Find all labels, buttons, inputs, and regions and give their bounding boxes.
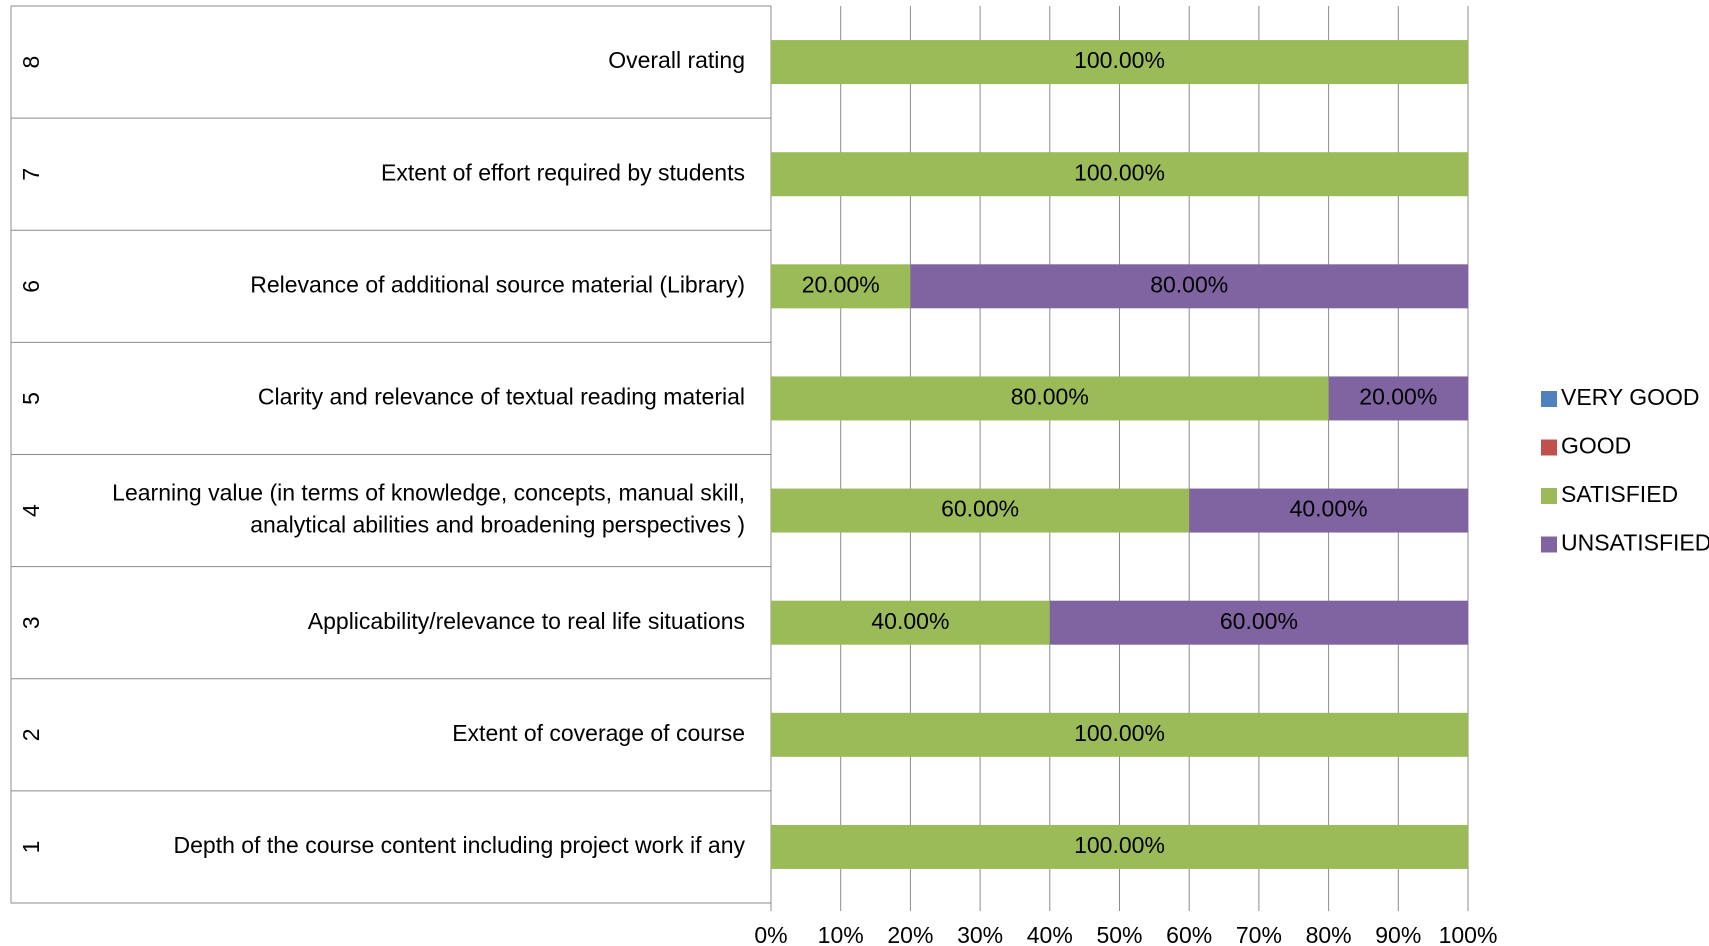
category-number: 5 (18, 392, 44, 405)
category-number: 7 (18, 168, 44, 181)
legend-label: SATISFIED (1561, 481, 1678, 507)
category-number: 1 (18, 841, 44, 854)
data-label: 40.00% (871, 608, 949, 634)
data-label: 60.00% (1220, 608, 1298, 634)
category-label: Applicability/relevance to real life sit… (308, 608, 745, 634)
category-label: Depth of the course content including pr… (174, 832, 746, 858)
x-tick-label: 100% (1439, 922, 1498, 946)
category-number: 3 (18, 616, 44, 629)
bar-segment (771, 488, 1190, 533)
legend-label: VERY GOOD (1561, 384, 1699, 410)
category-label: Learning value (in terms of knowledge, c… (112, 480, 745, 538)
x-tick-label: 90% (1375, 922, 1421, 946)
x-tick-label: 50% (1096, 922, 1142, 946)
bar-segment (771, 376, 1329, 421)
x-tick-label: 70% (1236, 922, 1282, 946)
x-tick-label: 40% (1027, 922, 1073, 946)
bar-segment (771, 824, 1468, 869)
x-tick-label: 0% (754, 922, 787, 946)
category-label: Overall rating (608, 47, 745, 73)
data-label: 100.00% (1074, 720, 1165, 746)
data-label: 60.00% (941, 496, 1019, 522)
category-number: 2 (18, 728, 44, 741)
data-label: 100.00% (1074, 832, 1165, 858)
category-label: Clarity and relevance of textual reading… (258, 384, 745, 410)
legend-label: GOOD (1561, 433, 1631, 459)
legend-label: UNSATISFIED (1561, 530, 1709, 556)
category-label: Extent of coverage of course (452, 720, 745, 746)
legend-swatch (1541, 439, 1557, 456)
bar-segment (771, 264, 911, 309)
category-number: 8 (18, 56, 44, 69)
x-tick-label: 60% (1166, 922, 1212, 946)
data-label: 20.00% (802, 271, 880, 297)
data-label: 100.00% (1074, 47, 1165, 73)
category-label: Extent of effort required by students (381, 159, 745, 185)
bar-segment (1328, 376, 1468, 421)
x-tick-label: 20% (887, 922, 933, 946)
data-label: 40.00% (1290, 496, 1368, 522)
category-number: 6 (18, 280, 44, 293)
legend-swatch (1541, 391, 1557, 407)
bar-segment (771, 40, 1468, 85)
x-tick-label: 30% (957, 922, 1003, 946)
bar-segment (1049, 600, 1468, 645)
legend-swatch (1541, 488, 1557, 504)
category-number: 4 (18, 504, 44, 517)
x-tick-label: 80% (1306, 922, 1352, 946)
data-label: 80.00% (1011, 384, 1089, 410)
data-label: 20.00% (1359, 384, 1437, 410)
data-label: 100.00% (1074, 159, 1165, 185)
bar-segment (771, 600, 1050, 645)
bar-segment (771, 712, 1468, 757)
bar-segment (771, 152, 1468, 197)
legend-swatch (1541, 536, 1557, 553)
data-label: 80.00% (1150, 271, 1228, 297)
bar-segment (1189, 488, 1468, 533)
bar-segment (910, 264, 1468, 309)
x-tick-label: 10% (818, 922, 864, 946)
category-label: Relevance of additional source material … (250, 271, 745, 297)
